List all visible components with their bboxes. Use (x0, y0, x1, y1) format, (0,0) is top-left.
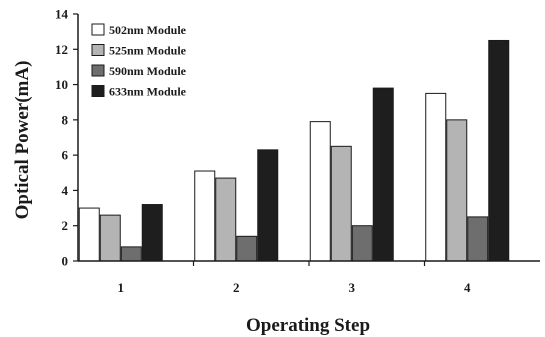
legend-label: 525nm Module (109, 44, 187, 58)
legend-swatch (91, 85, 105, 97)
y-tick-label: 4 (62, 183, 69, 198)
y-axis-title: Optical Power(mA) (12, 61, 33, 220)
bar-525nm-module-step-4 (446, 119, 468, 262)
legend-label: 502nm Module (109, 23, 187, 37)
bar-502nm-module-step-3 (309, 121, 331, 262)
bar-590nm-module-step-4 (467, 216, 489, 262)
legend-label: 633nm Module (109, 85, 187, 99)
bar-633nm-module-step-2 (257, 149, 279, 262)
y-tick-label: 14 (55, 7, 69, 22)
y-tick-label: 6 (62, 148, 69, 163)
bar-590nm-module-step-3 (351, 225, 373, 262)
y-tick-label: 12 (55, 42, 68, 57)
legend-label: 590nm Module (109, 64, 187, 78)
legend: 502nm Module 525nm Module 590nm Module 633n… (91, 23, 187, 99)
y-tick-label: 10 (55, 77, 68, 92)
bar-525nm-module-step-1 (99, 214, 121, 262)
bar-633nm-module-step-4 (488, 39, 510, 262)
y-tick-label: 8 (62, 112, 69, 127)
bar-590nm-module-step-2 (236, 235, 258, 262)
bar-525nm-module-step-2 (215, 177, 237, 262)
x-tick-label: 1 (118, 280, 125, 295)
bar-502nm-module-step-2 (194, 170, 216, 262)
y-tick-label: 2 (62, 218, 69, 233)
legend-swatch (91, 44, 105, 56)
legend-swatch (91, 64, 105, 77)
bar-633nm-module-step-3 (372, 87, 394, 262)
x-axis-title: Operating Step (246, 315, 370, 336)
bar-502nm-module-step-1 (78, 207, 100, 262)
bar-525nm-module-step-3 (330, 145, 352, 262)
x-axis: 1 2 3 4 (78, 260, 540, 295)
x-tick-label: 4 (464, 280, 471, 295)
legend-swatch (91, 23, 105, 36)
x-tick-label: 2 (233, 280, 240, 295)
y-axis: 0 2 4 6 8 10 12 14 (55, 7, 79, 269)
bar-502nm-module-step-4 (425, 92, 447, 262)
bar-633nm-module-step-1 (141, 204, 163, 262)
y-tick-label: 0 (62, 254, 69, 269)
x-tick-label: 3 (349, 280, 356, 295)
bar-590nm-module-step-1 (120, 246, 142, 262)
